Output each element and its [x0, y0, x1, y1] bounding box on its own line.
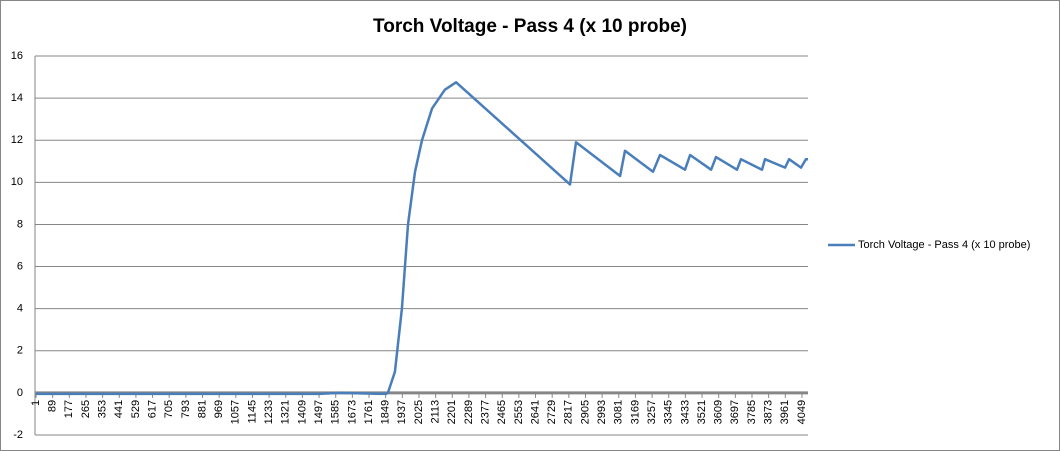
x-tick-label: 705	[163, 400, 175, 418]
y-tick-label: 0	[17, 387, 23, 399]
x-tick-label: 1145	[246, 400, 258, 424]
x-tick-label: 4049	[796, 400, 808, 424]
x-tick-label: 2465	[496, 400, 508, 424]
y-tick-label: 16	[11, 50, 23, 62]
x-tick-label: 265	[80, 400, 92, 418]
x-tick-label: 1	[30, 400, 42, 406]
x-tick-label: 1937	[396, 400, 408, 424]
x-tick-label: 353	[97, 400, 109, 418]
series-line	[36, 81, 808, 396]
y-tick-label: 8	[17, 218, 23, 230]
legend-label: Torch Voltage - Pass 4 (x 10 probe)	[858, 239, 1030, 251]
x-tick-label: 3785	[746, 400, 758, 424]
x-tick-label: 2113	[430, 400, 442, 424]
y-tick-label: 4	[17, 303, 23, 315]
y-tick-label: 14	[11, 92, 23, 104]
x-tick-label: 2729	[546, 400, 558, 424]
chart-title: Torch Voltage - Pass 4 (x 10 probe)	[373, 16, 687, 37]
x-tick-label: 1849	[380, 400, 392, 424]
x-tick-label: 1497	[313, 400, 325, 424]
x-tick-label: 177	[63, 400, 75, 418]
x-tick-label: 881	[196, 400, 208, 418]
x-tick-label: 529	[130, 400, 142, 418]
x-tick-label: 1761	[363, 400, 375, 424]
x-tick-label: 1057	[230, 400, 242, 424]
x-tick-label: 3345	[663, 400, 675, 424]
x-tick-label: 2641	[529, 400, 541, 424]
x-tick-label: 1585	[330, 400, 342, 424]
y-tick-label: 12	[11, 134, 23, 146]
x-tick-label: 2025	[413, 400, 425, 424]
x-tick-label: 1233	[263, 400, 275, 424]
x-tick-label: 1409	[296, 400, 308, 424]
x-tick-label: 1321	[280, 400, 292, 424]
x-tick-label: 617	[146, 400, 158, 418]
x-tick-label: 3169	[629, 400, 641, 424]
y-tick-label: -2	[13, 429, 23, 441]
x-tick-label: 3521	[696, 400, 708, 424]
x-tick-label: 793	[180, 400, 192, 418]
x-tick-label: 3257	[646, 400, 658, 424]
x-tick-label: 441	[113, 400, 125, 418]
x-tick-label: 969	[213, 400, 225, 418]
x-tick-label: 3433	[679, 400, 691, 424]
x-tick-label: 2377	[479, 400, 491, 424]
x-tick-label: 3697	[729, 400, 741, 424]
y-tick-label: 10	[11, 176, 23, 188]
x-tick-label: 3873	[763, 400, 775, 424]
x-tick-label: 2993	[596, 400, 608, 424]
y-tick-label: 6	[17, 260, 23, 272]
x-tick-label: 2905	[579, 400, 591, 424]
y-tick-label: 2	[17, 345, 23, 357]
x-tick-label: 2289	[463, 400, 475, 424]
x-tick-label: 2817	[563, 400, 575, 424]
x-tick-label: 3961	[779, 400, 791, 424]
x-tick-label: 89	[47, 400, 59, 412]
x-tick-label: 2201	[446, 400, 458, 424]
x-tick-label: 1673	[346, 400, 358, 424]
x-tick-label: 3609	[713, 400, 725, 424]
x-tick-label: 2553	[513, 400, 525, 424]
x-tick-label: 3081	[613, 400, 625, 424]
